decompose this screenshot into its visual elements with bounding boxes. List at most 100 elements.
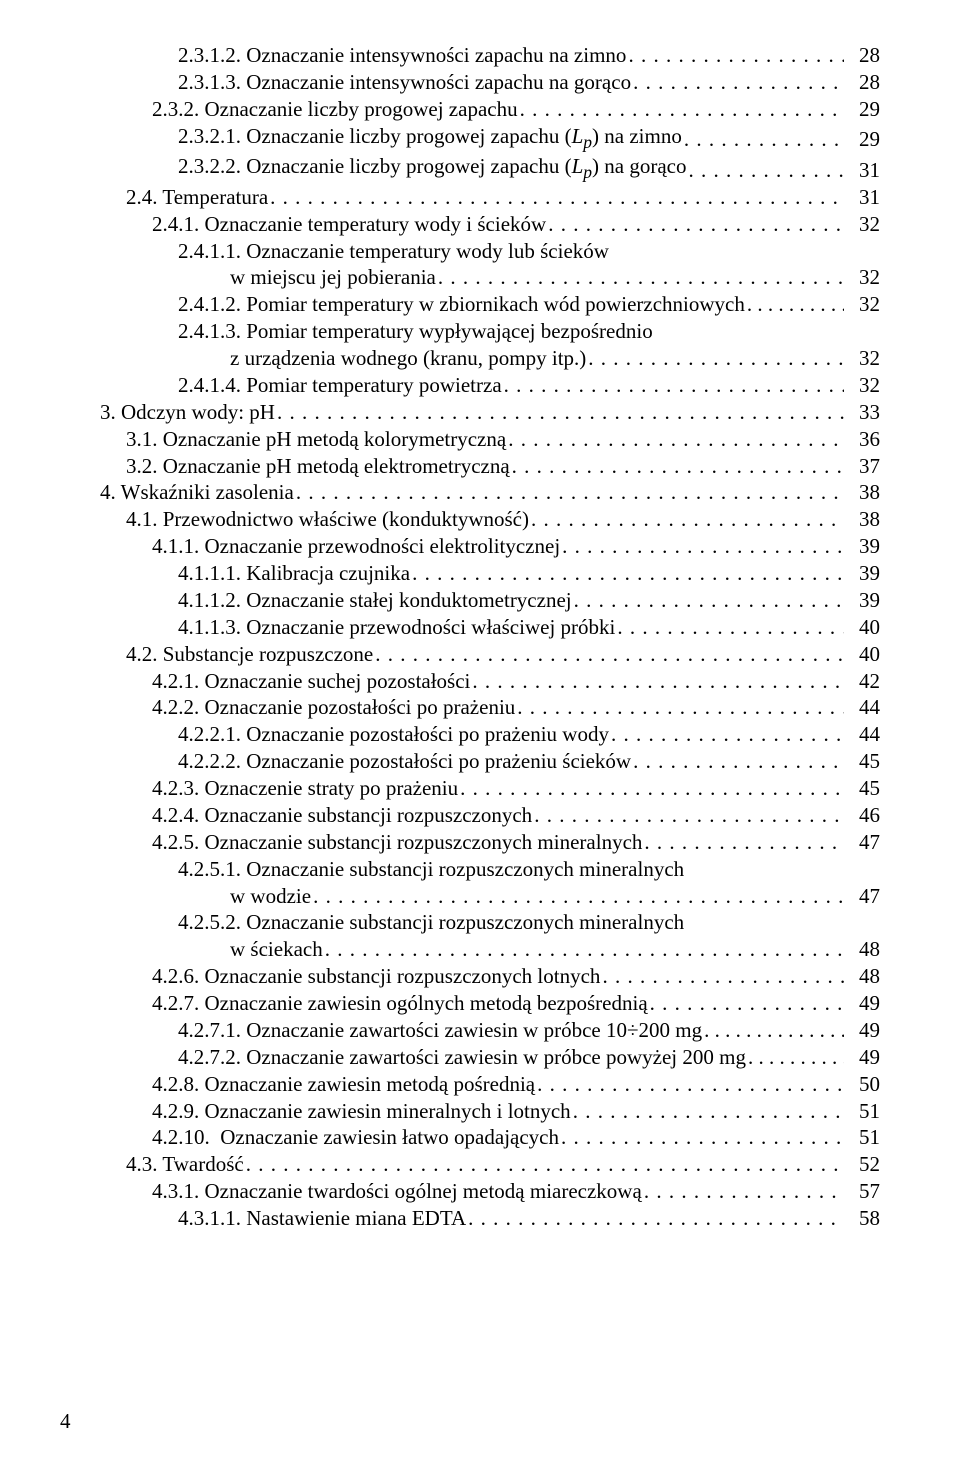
toc-leader xyxy=(294,479,844,506)
toc-leader xyxy=(373,641,844,668)
toc-label: 3.1. Oznaczanie pH metodą kolorymetryczn… xyxy=(126,426,506,453)
toc-label: 2.4.1.2. Pomiar temperatury w zbiornikac… xyxy=(178,291,745,318)
toc-page-number: 44 xyxy=(844,694,880,721)
toc-entry: 4.2.10. Oznaczanie zawiesin łatwo opadaj… xyxy=(100,1124,880,1151)
toc-page-number: 29 xyxy=(844,126,880,153)
toc-page-number: 39 xyxy=(844,533,880,560)
toc-leader xyxy=(323,936,844,963)
toc-label: 3. Odczyn wody: pH xyxy=(100,399,275,426)
toc-entry: 2.4.1.3. Pomiar temperatury wypływającej… xyxy=(100,318,880,372)
toc-entry: 2.3.2.1. Oznaczanie liczby progowej zapa… xyxy=(100,123,880,154)
toc-label: 4.2.8. Oznaczanie zawiesin metodą pośred… xyxy=(152,1071,535,1098)
toc-entry: 4.3. Twardość52 xyxy=(100,1151,880,1178)
toc-label: 4.3. Twardość xyxy=(126,1151,244,1178)
toc-entry: 4.2.2.2. Oznaczanie pozostałości po praż… xyxy=(100,748,880,775)
toc-page-number: 33 xyxy=(844,399,880,426)
toc-label: 4.3.1.1. Nastawienie miana EDTA xyxy=(178,1205,466,1232)
toc-entry: 3. Odczyn wody: pH 33 xyxy=(100,399,880,426)
toc-entry: 4.2.7.2. Oznaczanie zawartości zawiesin … xyxy=(100,1044,880,1071)
toc-label: 2.3.2.1. Oznaczanie liczby progowej zapa… xyxy=(178,123,682,154)
toc-leader xyxy=(572,587,844,614)
toc-label: 2.3.1.2. Oznaczanie intensywności zapach… xyxy=(178,42,626,69)
toc-page-number: 40 xyxy=(844,614,880,641)
toc-page-number: 31 xyxy=(844,157,880,184)
toc-leader xyxy=(609,721,844,748)
toc-label: 2.3.2.2. Oznaczanie liczby progowej zapa… xyxy=(178,153,686,184)
toc-leader xyxy=(745,291,844,318)
toc-leader xyxy=(244,1151,844,1178)
toc-page-number: 49 xyxy=(844,1017,880,1044)
toc-page-number: 40 xyxy=(844,641,880,668)
toc-leader xyxy=(268,184,844,211)
toc-label: 2.4.1.4. Pomiar temperatury powietrza xyxy=(178,372,502,399)
toc-label: 4.2.3. Oznaczenie straty po prażeniu xyxy=(152,775,458,802)
toc-leader xyxy=(631,69,844,96)
toc-leader xyxy=(458,775,844,802)
toc-entry: 4. Wskaźniki zasolenia38 xyxy=(100,479,880,506)
toc-entry: 4.2.7.1. Oznaczanie zawartości zawiesin … xyxy=(100,1017,880,1044)
toc-label: 4.2.2.2. Oznaczanie pozostałości po praż… xyxy=(178,748,631,775)
toc-label-line1: 4.2.5.1. Oznaczanie substancji rozpuszcz… xyxy=(178,856,880,883)
toc-leader xyxy=(502,372,844,399)
toc-label-line2: w wodzie xyxy=(230,883,311,910)
toc-page-number: 37 xyxy=(844,453,880,480)
toc-label: 2.4. Temperatura xyxy=(126,184,268,211)
toc-entry: 2.4.1.1. Oznaczanie temperatury wody lub… xyxy=(100,238,880,292)
toc-label: 3.2. Oznaczanie pH metodą elektrometrycz… xyxy=(126,453,510,480)
toc-page-number: 47 xyxy=(844,829,880,856)
toc-entry: 3.2. Oznaczanie pH metodą elektrometrycz… xyxy=(100,453,880,480)
toc-leader xyxy=(631,748,844,775)
toc-label-line2: w miejscu jej pobierania xyxy=(230,264,436,291)
toc-entry: 4.2.5. Oznaczanie substancji rozpuszczon… xyxy=(100,829,880,856)
toc-label: 4.2.1. Oznaczanie suchej pozostałości xyxy=(152,668,470,695)
toc-page-number: 38 xyxy=(844,479,880,506)
toc-page-number: 32 xyxy=(844,345,880,372)
toc-page-number: 28 xyxy=(844,69,880,96)
toc-leader xyxy=(506,426,844,453)
toc-leader xyxy=(466,1205,844,1232)
toc-leader xyxy=(535,1071,844,1098)
toc-entry: 4.2.2.1. Oznaczanie pozostałości po praż… xyxy=(100,721,880,748)
toc-leader xyxy=(626,42,844,69)
toc-page-number: 49 xyxy=(844,990,880,1017)
toc-entry: 2.4. Temperatura31 xyxy=(100,184,880,211)
toc-page-number: 28 xyxy=(844,42,880,69)
toc-leader xyxy=(515,694,844,721)
toc-page-number: 32 xyxy=(844,372,880,399)
toc-leader xyxy=(648,990,844,1017)
toc-label-line1: 2.4.1.3. Pomiar temperatury wypływającej… xyxy=(178,318,880,345)
toc-label: 4.1.1.3. Oznaczanie przewodności właściw… xyxy=(178,614,615,641)
toc-label: 4.1.1. Oznaczanie przewodności elektroli… xyxy=(152,533,560,560)
toc-entry: 4.1.1.1. Kalibracja czujnika39 xyxy=(100,560,880,587)
toc-entry: 2.4.1.2. Pomiar temperatury w zbiornikac… xyxy=(100,291,880,318)
toc-leader xyxy=(615,614,844,641)
toc-leader xyxy=(642,829,844,856)
toc-page-number: 47 xyxy=(844,883,880,910)
toc-page-number: 51 xyxy=(844,1098,880,1125)
toc-label: 4.2. Substancje rozpuszczone xyxy=(126,641,373,668)
toc-label-line1: 4.2.5.2. Oznaczanie substancji rozpuszcz… xyxy=(178,909,880,936)
toc-label: 2.3.1.3. Oznaczanie intensywności zapach… xyxy=(178,69,631,96)
toc-page-number: 58 xyxy=(844,1205,880,1232)
toc-label: 4.2.10. Oznaczanie zawiesin łatwo opadaj… xyxy=(152,1124,559,1151)
toc-page-number: 39 xyxy=(844,587,880,614)
toc-page-number: 50 xyxy=(844,1071,880,1098)
toc-entry: 4.2.9. Oznaczanie zawiesin mineralnych i… xyxy=(100,1098,880,1125)
toc-label: 4.2.7.1. Oznaczanie zawartości zawiesin … xyxy=(178,1017,702,1044)
toc-label: 4.1. Przewodnictwo właściwe (konduktywno… xyxy=(126,506,529,533)
toc-entry: 4.2.8. Oznaczanie zawiesin metodą pośred… xyxy=(100,1071,880,1098)
toc-page-number: 42 xyxy=(844,668,880,695)
toc-entry: 4.2.1. Oznaczanie suchej pozostałości 42 xyxy=(100,668,880,695)
table-of-contents: 2.3.1.2. Oznaczanie intensywności zapach… xyxy=(100,42,880,1232)
document-page: 2.3.1.2. Oznaczanie intensywności zapach… xyxy=(0,0,960,1467)
toc-page-number: 45 xyxy=(844,775,880,802)
toc-leader xyxy=(510,453,844,480)
toc-leader xyxy=(600,963,844,990)
page-number: 4 xyxy=(60,1408,71,1435)
toc-page-number: 45 xyxy=(844,748,880,775)
toc-page-number: 32 xyxy=(844,291,880,318)
toc-leader xyxy=(410,560,844,587)
toc-entry: 2.3.2. Oznaczanie liczby progowej zapach… xyxy=(100,96,880,123)
toc-leader xyxy=(560,533,844,560)
toc-label: 4.2.2. Oznaczanie pozostałości po prażen… xyxy=(152,694,515,721)
